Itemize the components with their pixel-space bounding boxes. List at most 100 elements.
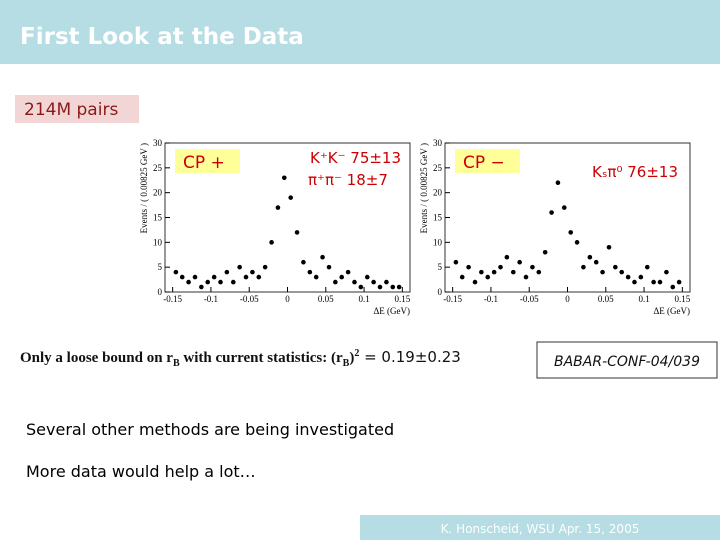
- data-point: [536, 269, 542, 275]
- data-point: [320, 254, 325, 260]
- reference: BABAR-CONF-04/039: [554, 354, 700, 370]
- text-part: ): [349, 350, 354, 366]
- data-point: [504, 254, 510, 260]
- data-point: [301, 259, 306, 265]
- data-point: [510, 269, 516, 275]
- data-point: [638, 274, 644, 280]
- cp-label-box: [175, 149, 240, 173]
- data-point: [377, 284, 383, 290]
- reference-box: [536, 341, 718, 379]
- y-tick-label: 20: [433, 188, 443, 198]
- data-point: [568, 230, 574, 235]
- data-point: [676, 279, 682, 285]
- data-point: [606, 245, 612, 250]
- data-point: [587, 254, 593, 260]
- data-point: [466, 264, 471, 270]
- data-point: [243, 274, 249, 280]
- y-tick-label: 15: [153, 213, 163, 223]
- annotation: K⁺K⁻ 75±13: [310, 149, 401, 167]
- x-tick-label: -0.1: [204, 294, 218, 304]
- data-point: [269, 240, 274, 245]
- data-point: [632, 279, 637, 285]
- data-point: [498, 264, 503, 270]
- data-point: [549, 210, 554, 215]
- y-axis-label: Events / ( 0.00825 GeV ): [139, 143, 149, 233]
- data-point: [459, 274, 465, 280]
- y-tick-label: 5: [158, 262, 163, 272]
- x-tick-label: 0.1: [358, 294, 369, 304]
- data-point: [211, 274, 217, 280]
- y-tick-label: 10: [153, 237, 163, 247]
- data-point: [262, 264, 268, 270]
- data-point: [364, 274, 370, 280]
- data-point: [670, 284, 676, 290]
- subscript: B: [343, 358, 350, 369]
- data-point: [288, 195, 294, 200]
- data-point: [218, 279, 223, 285]
- data-point: [250, 269, 255, 275]
- data-point: [664, 269, 669, 275]
- data-point: [173, 269, 179, 275]
- data-point: [326, 264, 332, 270]
- data-point: [491, 269, 497, 275]
- annotation: π⁺π⁻ 18±7: [308, 171, 388, 189]
- y-tick-label: 25: [153, 163, 163, 173]
- data-point: [186, 279, 191, 285]
- y-tick-label: 0: [158, 287, 163, 297]
- badge-box: [15, 95, 139, 123]
- data-point: [453, 259, 459, 265]
- data-point: [199, 284, 204, 290]
- x-axis-label: ΔE (GeV): [373, 306, 410, 316]
- data-point: [530, 264, 535, 270]
- data-point: [390, 284, 396, 290]
- data-point: [237, 264, 242, 270]
- data-point: [281, 175, 287, 181]
- bullet: Several other methods are being investig…: [26, 420, 394, 439]
- data-point: [224, 269, 230, 275]
- cp-label-box: [455, 149, 520, 173]
- data-point: [371, 279, 376, 285]
- data-point: [358, 284, 364, 290]
- data-point: [345, 269, 351, 275]
- badge: 214M pairs: [24, 100, 118, 120]
- x-tick-label: 0.1: [638, 294, 649, 304]
- footer-bar: [360, 515, 720, 540]
- x-tick-label: 0.15: [674, 294, 690, 304]
- bound-text: Only a loose bound on rB with current st…: [20, 348, 461, 369]
- y-tick-label: 0: [438, 287, 443, 297]
- x-tick-label: -0.05: [520, 294, 539, 304]
- x-tick-label: -0.15: [443, 294, 462, 304]
- x-tick-label: 0.15: [394, 294, 410, 304]
- y-tick-label: 25: [433, 163, 443, 173]
- text-part: Only a loose bound on r: [20, 350, 173, 366]
- data-point: [619, 269, 625, 275]
- data-point: [600, 269, 605, 275]
- text-part: = 0.19±0.23: [359, 348, 460, 366]
- data-point: [485, 274, 491, 280]
- x-tick-label: 0: [285, 294, 290, 304]
- x-axis-label: ΔE (GeV): [653, 306, 690, 316]
- data-point: [593, 259, 599, 265]
- data-point: [644, 264, 650, 270]
- header-bar: [0, 0, 720, 64]
- annotation: Kₛπ⁰ 76±13: [592, 163, 678, 181]
- y-axis-label: Events / ( 0.00825 GeV ): [419, 143, 429, 233]
- data-point: [523, 274, 529, 280]
- y-tick-label: 15: [433, 213, 443, 223]
- slide-title: First Look at the Data: [20, 24, 304, 50]
- data-point: [256, 274, 262, 280]
- data-point: [542, 249, 548, 255]
- data-point: [313, 274, 319, 280]
- data-point: [479, 269, 484, 275]
- cp-label: CP +: [183, 153, 225, 173]
- data-point: [307, 269, 313, 275]
- superscript: 2: [354, 348, 359, 359]
- data-point: [625, 274, 631, 280]
- y-tick-label: 20: [153, 188, 163, 198]
- data-point: [613, 264, 618, 270]
- data-point: [275, 205, 281, 210]
- data-point: [657, 279, 663, 285]
- data-point: [294, 230, 300, 235]
